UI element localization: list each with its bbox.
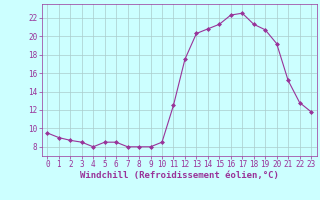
X-axis label: Windchill (Refroidissement éolien,°C): Windchill (Refroidissement éolien,°C) bbox=[80, 171, 279, 180]
